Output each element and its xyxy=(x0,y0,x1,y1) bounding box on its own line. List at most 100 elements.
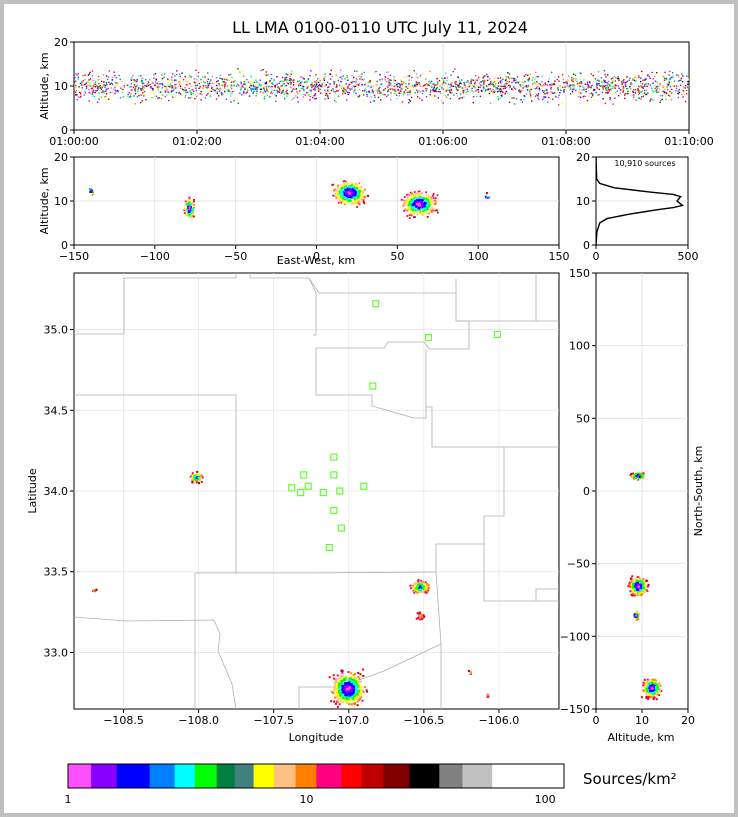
source-point xyxy=(419,614,422,617)
source-point xyxy=(636,616,639,619)
source-point xyxy=(429,203,432,206)
source-point xyxy=(642,476,645,479)
source-point xyxy=(299,90,301,92)
source-point xyxy=(425,90,427,92)
source-point xyxy=(657,689,659,692)
source-point xyxy=(257,82,260,84)
source-point xyxy=(550,83,553,85)
source-point xyxy=(638,75,640,77)
x-tick-label: −106.0 xyxy=(479,714,520,727)
source-point xyxy=(463,89,465,91)
source-point xyxy=(509,85,511,87)
source-point xyxy=(338,696,341,699)
source-point xyxy=(330,78,332,80)
source-point xyxy=(501,88,503,90)
source-point xyxy=(457,76,460,79)
source-point xyxy=(673,80,676,82)
source-point xyxy=(357,196,360,198)
source-point xyxy=(80,95,82,97)
source-point xyxy=(500,92,502,94)
source-point xyxy=(90,81,93,83)
source-point xyxy=(144,94,146,96)
source-point xyxy=(607,86,609,89)
source-point xyxy=(139,102,142,104)
source-point xyxy=(626,76,628,78)
source-point xyxy=(546,92,549,94)
source-point xyxy=(541,85,543,87)
source-point xyxy=(426,207,428,209)
source-point xyxy=(185,211,188,214)
source-point xyxy=(558,104,560,106)
source-point xyxy=(583,95,586,97)
station-marker xyxy=(369,382,377,390)
source-point xyxy=(411,193,414,196)
source-point xyxy=(210,90,213,93)
source-point xyxy=(149,83,151,86)
source-point xyxy=(77,78,79,80)
source-point xyxy=(521,101,523,103)
source-point xyxy=(679,84,682,86)
source-point xyxy=(437,91,440,93)
source-point xyxy=(424,585,427,588)
source-point xyxy=(640,98,642,101)
source-point xyxy=(642,95,645,98)
source-point xyxy=(426,83,428,85)
source-point xyxy=(294,88,296,90)
source-point xyxy=(191,97,193,99)
source-point xyxy=(631,575,634,578)
source-point xyxy=(86,83,88,86)
source-point xyxy=(624,94,626,96)
source-point xyxy=(655,680,658,683)
source-point xyxy=(366,690,369,693)
source-point xyxy=(656,72,658,74)
source-point xyxy=(201,476,204,479)
source-point xyxy=(630,82,632,84)
source-point xyxy=(437,97,440,99)
station-marker xyxy=(304,482,312,490)
source-point xyxy=(403,91,405,93)
source-point xyxy=(159,83,162,85)
source-point xyxy=(130,89,133,91)
source-point xyxy=(357,191,359,194)
station-marker xyxy=(372,300,380,308)
source-point xyxy=(185,95,187,97)
source-point xyxy=(629,577,632,580)
source-point xyxy=(538,99,540,101)
source-point xyxy=(457,85,459,87)
source-point xyxy=(165,87,167,89)
source-point xyxy=(281,92,283,94)
station-marker xyxy=(330,506,338,514)
source-point xyxy=(647,83,649,85)
source-point xyxy=(310,84,312,86)
source-point xyxy=(633,585,636,588)
source-point xyxy=(639,588,642,591)
x-tick-label: 0 xyxy=(593,250,600,263)
source-point xyxy=(340,188,343,190)
source-point xyxy=(602,88,604,90)
source-point xyxy=(681,73,683,75)
source-point xyxy=(364,90,366,92)
source-point xyxy=(557,88,559,91)
source-point xyxy=(350,191,353,193)
source-point xyxy=(354,84,357,86)
source-point xyxy=(603,70,606,72)
source-point xyxy=(535,94,538,97)
source-point xyxy=(511,97,513,99)
source-point xyxy=(345,193,348,195)
source-point xyxy=(484,90,487,92)
source-point xyxy=(110,82,112,84)
source-point xyxy=(652,99,654,101)
source-point xyxy=(604,102,607,104)
source-point xyxy=(529,73,531,76)
source-point xyxy=(256,92,258,95)
source-point xyxy=(127,95,129,97)
source-point xyxy=(313,94,315,97)
source-point xyxy=(418,194,421,197)
source-point xyxy=(647,697,649,700)
source-point xyxy=(88,84,90,87)
source-point xyxy=(406,91,409,94)
source-point xyxy=(351,686,354,689)
source-point xyxy=(335,101,337,103)
source-point xyxy=(188,206,191,209)
source-point xyxy=(419,91,421,93)
